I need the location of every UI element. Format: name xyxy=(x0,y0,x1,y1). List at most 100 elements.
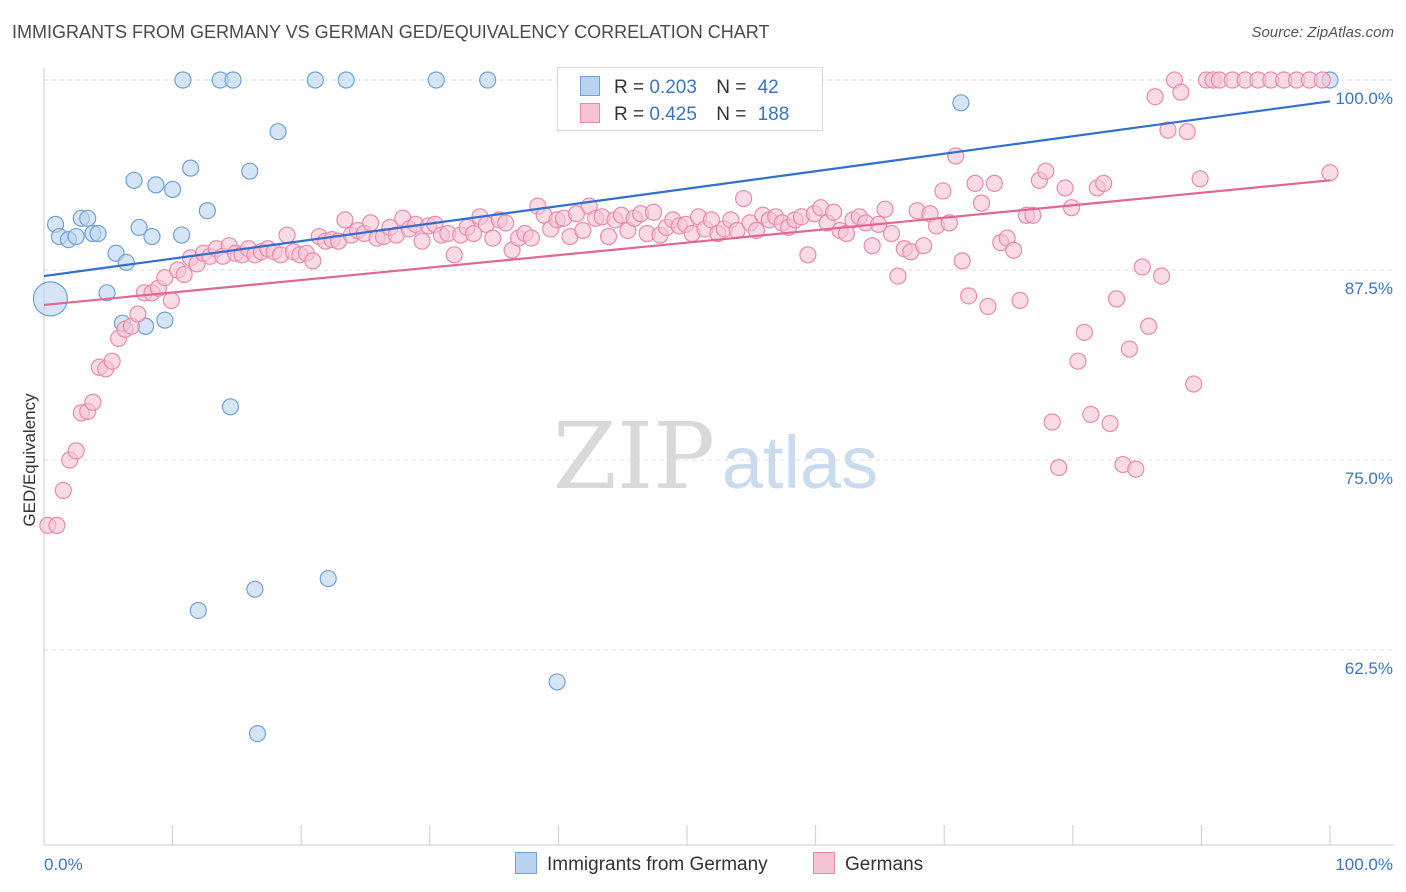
legend-n-value: 188 xyxy=(757,104,790,125)
data-point xyxy=(1140,317,1158,335)
watermark-zip: ZIP xyxy=(553,403,715,510)
data-point xyxy=(445,246,463,264)
data-point xyxy=(953,252,971,270)
data-point xyxy=(248,724,267,743)
data-point xyxy=(156,311,174,329)
data-point xyxy=(164,180,182,199)
data-point xyxy=(98,284,116,302)
x-tick-label: 100.0% xyxy=(1335,855,1393,874)
data-point xyxy=(1101,414,1119,433)
data-point xyxy=(189,601,207,620)
data-point xyxy=(1120,340,1138,358)
data-point xyxy=(173,226,191,244)
bottom-legend-label: Germans xyxy=(845,854,924,875)
legend-r-label: R = xyxy=(614,104,645,125)
data-point xyxy=(117,253,135,271)
chart-title: IMMIGRANTS FROM GERMANY VS GERMAN GED/EQ… xyxy=(12,22,770,42)
legend-row-immigrants: R = 0.203 N = 42 xyxy=(580,76,779,99)
data-point xyxy=(241,162,259,180)
data-point xyxy=(464,224,483,243)
data-point xyxy=(1037,162,1055,180)
watermark-atlas: atlas xyxy=(722,421,878,504)
legend-r-label: R = xyxy=(614,77,645,98)
data-point xyxy=(182,159,200,177)
data-point xyxy=(1152,267,1171,285)
data-point xyxy=(175,265,193,284)
data-point xyxy=(129,305,147,323)
data-point xyxy=(1011,291,1029,309)
data-point xyxy=(863,237,881,255)
data-point xyxy=(497,214,515,232)
data-point xyxy=(1191,170,1209,188)
data-point xyxy=(1095,174,1113,192)
data-point xyxy=(278,226,296,244)
data-point xyxy=(1107,290,1126,308)
data-point xyxy=(979,297,997,316)
data-point xyxy=(1321,164,1339,182)
data-point xyxy=(130,218,148,237)
data-point xyxy=(246,580,264,598)
data-point xyxy=(103,352,121,370)
data-point xyxy=(1043,413,1061,431)
y-tick-label: 62.5% xyxy=(1345,659,1393,678)
data-point xyxy=(162,291,180,309)
stats-legend: R = 0.203 N = 42 R = 0.425 N = 188 xyxy=(557,67,823,131)
legend-r-value: 0.425 xyxy=(649,104,697,125)
data-point xyxy=(599,227,618,246)
data-point xyxy=(89,224,107,243)
y-tick-label: 87.5% xyxy=(1345,279,1393,298)
data-point xyxy=(156,269,174,287)
legend-r-value: 0.203 xyxy=(649,77,697,98)
data-point xyxy=(198,202,216,220)
data-point xyxy=(221,398,240,416)
data-point xyxy=(143,227,161,246)
data-point xyxy=(54,481,72,499)
data-point xyxy=(889,267,907,285)
series-germans xyxy=(39,71,1339,534)
data-point xyxy=(319,569,337,588)
data-point xyxy=(427,71,445,89)
data-point xyxy=(952,94,970,112)
trend-line-immigrants xyxy=(43,100,1331,278)
bottom-legend-label: Immigrants from Germany xyxy=(547,854,768,875)
data-point xyxy=(1313,71,1331,89)
data-point xyxy=(734,189,753,208)
data-point xyxy=(1185,375,1203,393)
bottom-legend-swatch-pink xyxy=(813,852,835,874)
data-point xyxy=(1127,460,1145,478)
data-point xyxy=(1062,199,1081,217)
data-point xyxy=(1069,352,1087,370)
data-point xyxy=(985,174,1003,192)
data-point xyxy=(67,227,85,246)
data-point xyxy=(484,229,502,247)
data-point xyxy=(915,237,933,255)
data-point xyxy=(84,393,102,411)
data-point xyxy=(799,246,817,264)
data-point xyxy=(304,252,322,270)
data-point xyxy=(147,176,165,194)
trend-line-germans xyxy=(43,179,1331,307)
bottom-legend-germans: Germans xyxy=(813,852,923,876)
data-point xyxy=(337,71,355,89)
legend-n-label: N = xyxy=(716,77,747,98)
data-point xyxy=(1133,258,1151,276)
y-tick-label: 75.0% xyxy=(1345,469,1393,488)
data-point xyxy=(1146,88,1164,106)
data-point xyxy=(1056,179,1074,197)
data-point xyxy=(174,71,192,89)
data-point xyxy=(574,221,592,240)
data-point xyxy=(48,516,66,534)
data-point xyxy=(1172,83,1190,101)
x-tick-label: 0.0% xyxy=(44,855,83,874)
legend-swatch-pink xyxy=(580,103,600,123)
data-point xyxy=(1050,459,1068,477)
data-point xyxy=(479,71,497,89)
data-point xyxy=(940,214,958,232)
data-point xyxy=(960,287,978,305)
data-point xyxy=(825,203,843,221)
bottom-legend-immigrants: Immigrants from Germany xyxy=(515,852,768,876)
data-point xyxy=(882,224,901,243)
legend-swatch-blue xyxy=(580,76,600,96)
legend-n-value: 42 xyxy=(757,77,779,98)
data-point xyxy=(522,229,540,247)
